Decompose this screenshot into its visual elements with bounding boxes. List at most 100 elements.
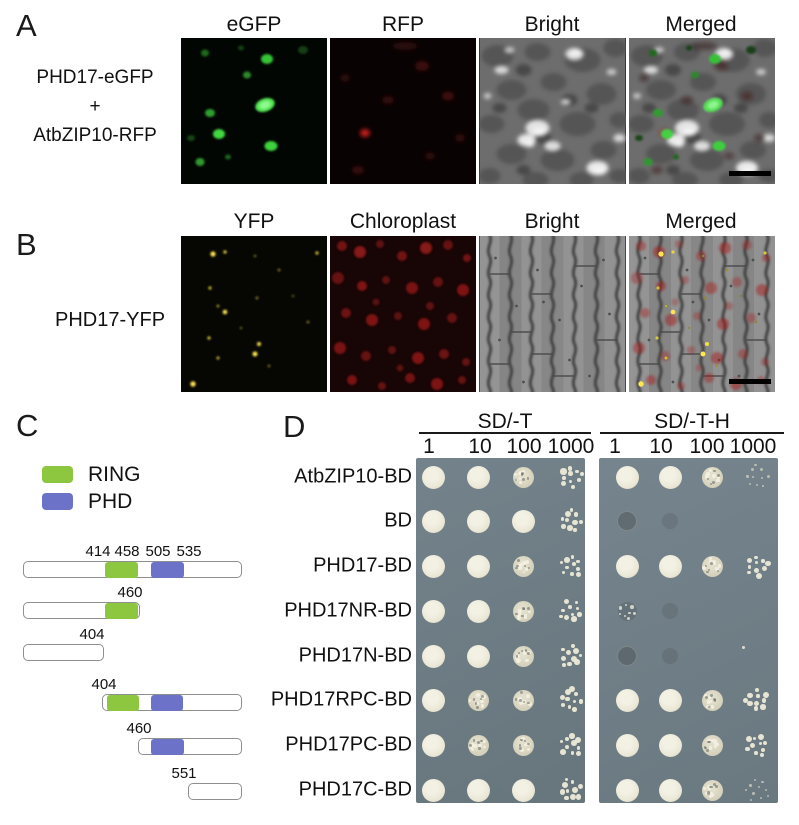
colony — [573, 700, 577, 704]
spot-solid — [421, 688, 445, 712]
colony — [560, 655, 567, 662]
colony — [561, 524, 566, 529]
colony — [565, 566, 569, 570]
colony — [563, 599, 570, 605]
speckle-dark — [710, 785, 713, 789]
speckle — [704, 474, 710, 479]
colony — [572, 519, 578, 526]
speckle — [518, 481, 522, 485]
construct-aa-number: 404 — [79, 626, 105, 643]
speckle — [708, 746, 713, 750]
speckle-dark — [708, 568, 711, 572]
colony — [560, 695, 566, 701]
plate-title: SD/-T — [477, 410, 533, 433]
speckle-dark — [480, 694, 485, 698]
speckle-dark — [521, 650, 524, 653]
speckle — [716, 478, 720, 483]
colony — [571, 780, 575, 784]
speckle — [527, 610, 531, 614]
speckle-dark — [705, 565, 708, 568]
colony — [568, 471, 573, 476]
colony — [573, 512, 579, 517]
colony — [567, 705, 571, 709]
spot-solid — [615, 778, 639, 802]
speckle — [708, 699, 712, 703]
speckle-dark — [477, 741, 481, 745]
speckle — [480, 704, 485, 708]
panel-b-col-header-chloroplast: Chloroplast — [349, 210, 457, 233]
speckle — [478, 743, 482, 748]
speckle-dark — [516, 564, 519, 568]
spot-solid — [511, 509, 535, 533]
speckle-dark — [517, 559, 521, 563]
legend-label-phd: PHD — [88, 490, 133, 513]
speckle — [710, 738, 715, 743]
colony — [753, 706, 759, 711]
speckle-dark — [479, 697, 483, 701]
speckle — [709, 557, 713, 561]
dilution-label-100: 100 — [506, 435, 542, 458]
colony — [562, 662, 567, 667]
colony — [576, 477, 581, 482]
construct-aa-number: 414 — [85, 543, 111, 560]
colony — [759, 752, 765, 758]
colony — [565, 744, 570, 749]
speckle-dark — [522, 477, 526, 481]
row-label-atbzip10-bd: AtbZIP10-BD — [294, 465, 412, 488]
colony — [758, 742, 762, 746]
colony — [569, 793, 576, 800]
colony — [560, 480, 567, 487]
plate-title-underline — [600, 432, 784, 434]
speckle-dark — [710, 694, 713, 698]
speckle — [473, 743, 478, 748]
colony — [570, 572, 574, 576]
faint-colony — [749, 784, 752, 787]
speckle — [523, 615, 528, 619]
colony — [578, 784, 584, 790]
speckle-dark — [472, 739, 476, 743]
faint-speckle — [628, 611, 632, 615]
speckle — [518, 701, 523, 706]
faint-colony — [752, 791, 756, 795]
speckle-dark — [713, 469, 716, 473]
row-label-phd17-bd: PHD17-BD — [313, 554, 412, 577]
faint-colony — [760, 796, 763, 799]
panel-b-letter: B — [16, 227, 37, 262]
speckle-dark — [518, 744, 522, 748]
spot-very-faint — [661, 512, 679, 530]
colony — [576, 750, 582, 756]
faint-colony — [745, 789, 747, 791]
colony — [560, 560, 564, 564]
colony — [571, 616, 577, 622]
colony — [762, 698, 767, 703]
faint-colony — [762, 485, 764, 488]
spot-solid — [421, 599, 445, 623]
spot-solid — [421, 644, 445, 668]
panel-a-row-label-line: PHD17-eGFP — [36, 67, 154, 88]
spot-faint — [617, 511, 637, 531]
row-label-phd17c-bd: PHD17C-BD — [298, 778, 412, 801]
speckle — [522, 570, 526, 574]
panel-a-col-header-egfp: eGFP — [226, 13, 282, 36]
row-label-phd17n-bd: PHD17N-BD — [298, 644, 412, 667]
spot-very-faint — [661, 647, 679, 665]
colony — [565, 778, 569, 782]
speckle-dark — [527, 701, 530, 704]
spot-solid — [421, 733, 445, 757]
colony — [576, 566, 581, 571]
spot-solid — [421, 509, 445, 533]
panel-a-rfp-image — [330, 38, 476, 184]
panel-a-col-header-bright: Bright — [524, 13, 580, 36]
speckle — [516, 614, 520, 618]
colony — [575, 737, 582, 744]
domain-ring — [106, 694, 139, 711]
speckle-dark — [716, 569, 720, 573]
dilution-label-10: 10 — [649, 435, 673, 458]
construct-bar-1 — [23, 602, 140, 619]
colony — [569, 479, 573, 483]
colony — [754, 701, 760, 707]
colony — [763, 740, 768, 745]
plate-title-underline — [419, 432, 591, 434]
speckle — [525, 567, 529, 571]
colony — [570, 612, 574, 616]
